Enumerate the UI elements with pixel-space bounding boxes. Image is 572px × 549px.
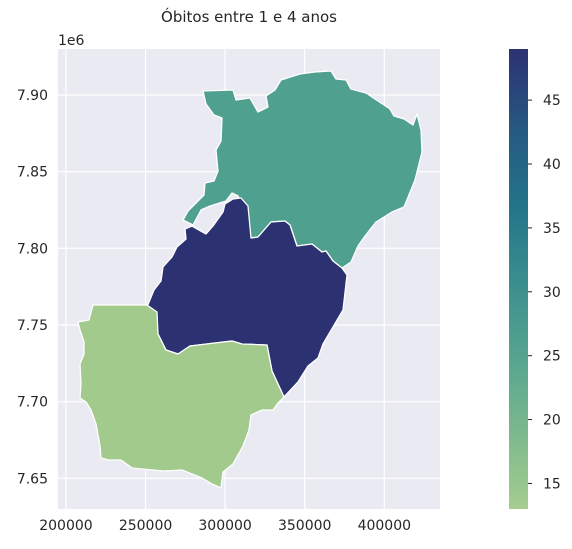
x-tick-label: 200000 [39,518,92,534]
colorbar [509,49,528,509]
chart-title: Óbitos entre 1 e 4 anos [161,7,337,26]
x-tick-label: 300000 [198,518,251,534]
x-tick-labels: 200000 250000 300000 350000 400000 [39,518,411,534]
region-south [77,304,285,489]
x-tick-label: 250000 [119,518,172,534]
colorbar-tick-label: 35 [543,221,561,237]
y-tick-labels: 7.65 7.70 7.75 7.80 7.85 7.90 [17,88,48,487]
y-tick-label: 7.75 [17,318,48,334]
x-tick-label: 400000 [358,518,411,534]
y-tick-label: 7.70 [17,395,48,411]
x-tick-label: 350000 [278,518,331,534]
colorbar-tick-label: 25 [543,349,561,365]
y-tick-label: 7.85 [17,165,48,181]
y-offset-label: 1e6 [58,33,85,49]
colorbar-tick-labels: 15 20 25 30 35 40 45 [528,93,561,492]
map-regions [77,70,423,489]
region-north [182,70,423,269]
y-tick-label: 7.65 [17,471,48,487]
y-tick-label: 7.80 [17,241,48,257]
colorbar-tick-label: 30 [543,285,561,301]
colorbar-tick-label: 15 [543,476,561,492]
colorbar-tick-label: 40 [543,157,561,173]
y-tick-label: 7.90 [17,88,48,104]
colorbar-tick-label: 20 [543,413,561,429]
colorbar-tick-label: 45 [543,93,561,109]
